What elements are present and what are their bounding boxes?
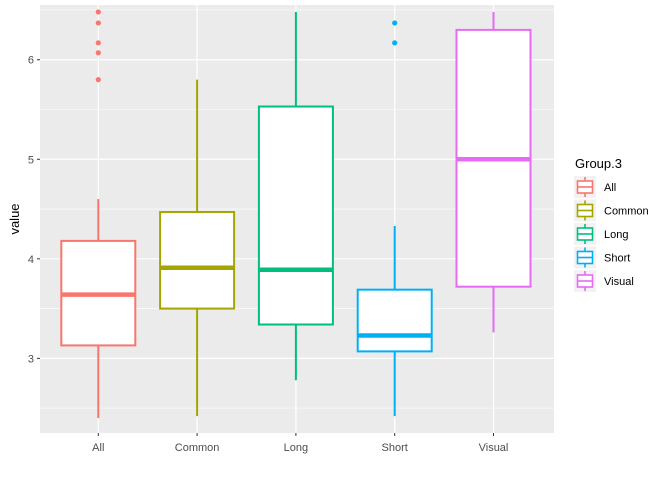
x-axis: All Common Long Short Visual — [92, 433, 508, 454]
legend-label: Long — [604, 229, 628, 241]
legend-item-all: All — [574, 176, 616, 198]
boxes — [60, 9, 532, 419]
x-tick-label: Long — [284, 442, 308, 454]
legend: Group.3 All Common Long Short Visual — [574, 156, 649, 292]
box-visual — [455, 11, 532, 333]
legend-item-short: Short — [574, 246, 630, 269]
legend-label: All — [604, 182, 616, 194]
legend-item-common: Common — [574, 199, 649, 222]
outlier-point — [95, 9, 101, 15]
legend-label: Visual — [604, 276, 634, 288]
box-short — [356, 20, 433, 417]
box-iqr — [356, 288, 433, 353]
box-long — [257, 11, 334, 381]
y-axis: 3 4 5 6 — [28, 55, 40, 365]
legend-label: Short — [604, 253, 630, 265]
box-common — [159, 79, 236, 417]
legend-items: All Common Long Short Visual — [574, 176, 649, 292]
legend-item-visual: Visual — [574, 270, 634, 292]
outlier-point — [392, 20, 398, 26]
y-axis-title: value — [7, 203, 22, 234]
box-all — [60, 9, 137, 419]
y-tick-label: 6 — [28, 55, 34, 67]
x-tick-label: All — [92, 442, 104, 454]
outlier-point — [95, 40, 101, 46]
outlier-point — [95, 20, 101, 26]
outlier-point — [95, 50, 101, 56]
legend-item-long: Long — [574, 223, 628, 245]
x-tick-label: Common — [175, 442, 220, 454]
box-iqr — [159, 211, 236, 310]
y-tick-label: 5 — [28, 154, 34, 166]
outlier-point — [392, 40, 398, 46]
y-tick-label: 3 — [28, 353, 34, 365]
x-tick-label: Short — [382, 442, 408, 454]
y-tick-label: 4 — [28, 254, 34, 266]
legend-title: Group.3 — [575, 156, 622, 171]
outlier-point — [95, 77, 101, 83]
x-tick-label: Visual — [479, 442, 509, 454]
legend-label: Common — [604, 206, 649, 218]
box-iqr — [257, 105, 334, 326]
